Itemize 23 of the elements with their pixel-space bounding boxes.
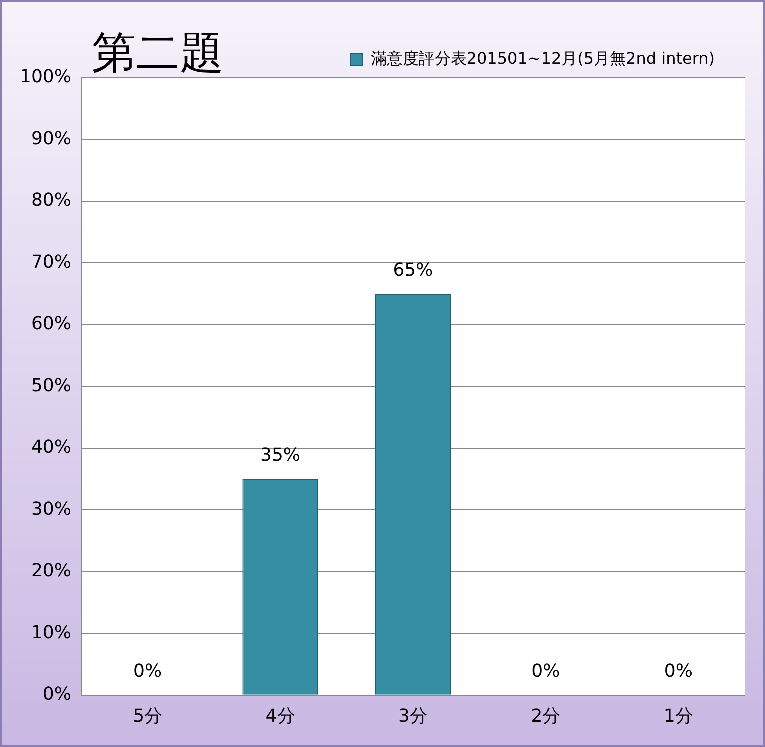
data-label: 65% [393, 260, 434, 281]
x-tick-label: 3分 [398, 706, 428, 727]
legend-label: 滿意度評分表201501~12月(5月無2nd intern) [370, 49, 716, 68]
y-tick-label: 60% [31, 314, 72, 335]
y-tick-label: 40% [31, 437, 72, 458]
y-tick-label: 30% [31, 498, 72, 520]
y-tick-label: 20% [31, 560, 72, 582]
data-label: 35% [260, 444, 301, 466]
y-tick-label: 90% [31, 128, 72, 150]
x-tick-label: 4分 [266, 706, 296, 727]
x-tick-label: 5分 [133, 706, 163, 727]
data-label: 0% [664, 661, 693, 682]
y-tick-label: 70% [31, 252, 72, 273]
x-tick-label: 2分 [531, 706, 561, 727]
data-label: 0% [134, 661, 162, 682]
y-tick-label: 80% [31, 190, 72, 212]
y-tick-label: 100% [20, 66, 72, 88]
data-label: 0% [532, 661, 560, 682]
y-tick-label: 10% [31, 622, 72, 644]
chart-title: 第二題 [92, 27, 224, 81]
x-tick-label: 1分 [664, 706, 694, 727]
y-tick-label: 50% [31, 375, 72, 396]
y-tick-label: 0% [42, 684, 72, 706]
